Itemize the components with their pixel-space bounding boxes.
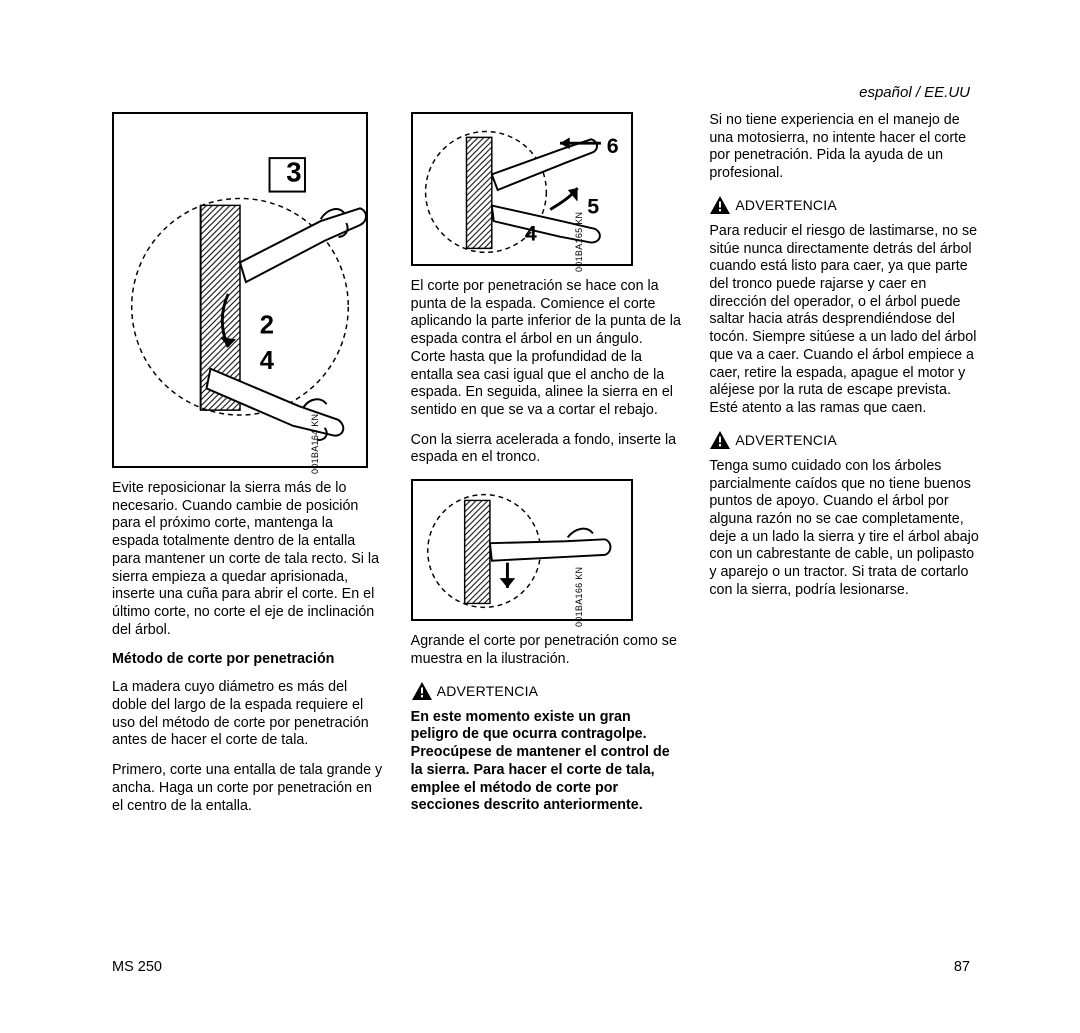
figure-code: 001BA165 KN <box>574 212 584 272</box>
figure-enlarge-cut: 001BA166 KN <box>411 479 633 621</box>
warning-heading: ADVERTENCIA <box>709 195 980 215</box>
warning-icon <box>411 681 433 701</box>
language-region: español / EE.UU <box>859 84 970 101</box>
warning-label: ADVERTENCIA <box>735 197 837 213</box>
text-kickback-warning: En este momento existe un gran peligro d… <box>411 709 682 815</box>
footer-page-number: 87 <box>954 959 970 975</box>
column-middle: 6 5 4 001BA165 KN El corte por penetraci… <box>411 112 682 827</box>
text-first-notch: Primero, corte una entalla de tala grand… <box>112 762 383 815</box>
text-no-experience: Si no tiene experiencia en el manejo de … <box>709 112 980 183</box>
text-enlarge-cut: Agrande el corte por penetración como se… <box>411 633 682 668</box>
warning-icon <box>709 195 731 215</box>
svg-text:4: 4 <box>525 222 537 246</box>
warning-label: ADVERTENCIA <box>735 432 837 448</box>
figure-code: 001BA166 KN <box>574 567 584 627</box>
text-penetration-angle: El corte por penetración se hace con la … <box>411 278 682 420</box>
warning-icon <box>709 430 731 450</box>
figure-penetration-cut-steps: 3 2 4 001BA164 KN <box>112 112 368 468</box>
fig-label-4: 4 <box>260 347 275 375</box>
fig-label-3: 3 <box>286 157 301 188</box>
manual-page: español / EE.UU <box>0 0 1080 1033</box>
text-avoid-reposition: Evite reposicionar la sierra más de lo n… <box>112 480 383 639</box>
figure-code: 001BA164 KN <box>310 414 320 474</box>
warning-heading: ADVERTENCIA <box>709 430 980 450</box>
svg-text:5: 5 <box>587 194 599 218</box>
figure-penetration-angle: 6 5 4 001BA165 KN <box>411 112 633 266</box>
text-partial-fallen-trees: Tenga sumo cuidado con los árboles parci… <box>709 458 980 600</box>
subhead-penetration-method: Método de corte por penetración <box>112 651 383 669</box>
three-column-layout: 3 2 4 001BA164 KN Evite reposicionar la … <box>112 112 980 827</box>
warning-label: ADVERTENCIA <box>437 683 539 699</box>
text-reduce-injury-risk: Para reducir el riesgo de lastimarse, no… <box>709 223 980 418</box>
svg-text:6: 6 <box>606 134 618 158</box>
column-right: Si no tiene experiencia en el manejo de … <box>709 112 980 827</box>
page-footer: MS 250 87 <box>112 959 970 975</box>
warning-heading: ADVERTENCIA <box>411 681 682 701</box>
footer-model: MS 250 <box>112 959 162 975</box>
text-full-throttle-insert: Con la sierra acelerada a fondo, inserte… <box>411 432 682 467</box>
column-left: 3 2 4 001BA164 KN Evite reposicionar la … <box>112 112 383 827</box>
text-wood-diameter: La madera cuyo diámetro es más del doble… <box>112 679 383 750</box>
fig-label-2: 2 <box>260 311 274 339</box>
